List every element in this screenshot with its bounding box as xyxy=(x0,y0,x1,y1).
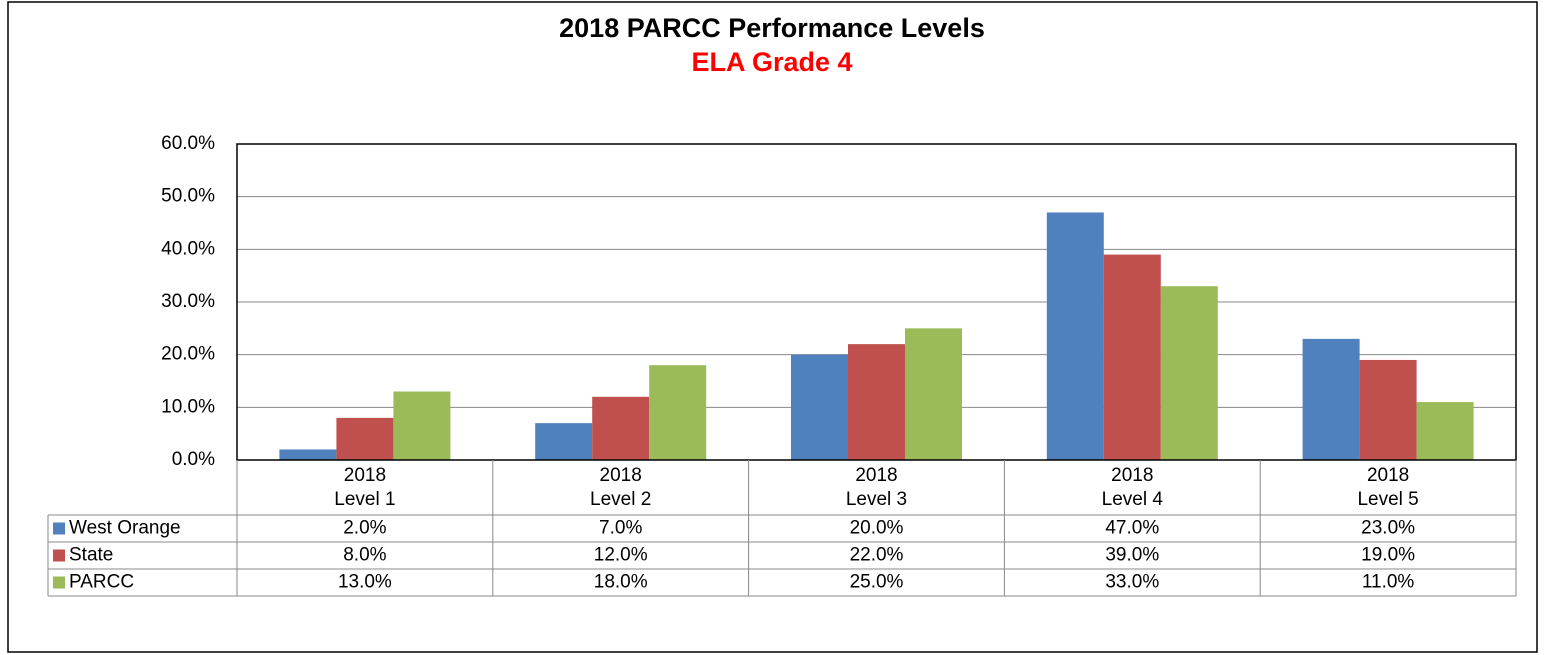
bar xyxy=(1103,254,1161,460)
bar xyxy=(848,344,905,460)
table-value: 13.0% xyxy=(338,572,392,593)
bar xyxy=(905,328,962,460)
y-tick-label: 10.0% xyxy=(161,396,215,417)
x-tick-label: 2018 xyxy=(344,465,386,486)
legend-swatch xyxy=(53,522,65,535)
bar xyxy=(791,354,848,460)
table-value: 12.0% xyxy=(594,545,648,566)
table-value: 18.0% xyxy=(594,572,648,593)
bar xyxy=(1160,286,1218,460)
chart-title: 2018 PARCC Performance Levels xyxy=(559,13,985,43)
bar xyxy=(1046,212,1104,460)
bar xyxy=(336,417,394,460)
x-tick-label: Level 4 xyxy=(1102,489,1164,510)
y-tick-label: 40.0% xyxy=(161,238,215,259)
y-tick-label: 20.0% xyxy=(161,344,215,365)
chart-subtitle: ELA Grade 4 xyxy=(691,47,852,77)
bar xyxy=(1359,359,1417,460)
legend-swatch xyxy=(53,549,65,562)
bar xyxy=(1302,338,1360,460)
y-tick-label: 60.0% xyxy=(161,133,215,154)
legend-label: West Orange xyxy=(69,518,181,539)
bar xyxy=(592,396,650,460)
bar xyxy=(649,365,707,460)
legend-swatch xyxy=(53,576,65,589)
plot-border xyxy=(236,143,1517,461)
bar xyxy=(279,449,337,460)
table-value: 33.0% xyxy=(1105,572,1159,593)
bar xyxy=(393,391,451,460)
x-tick-label: Level 5 xyxy=(1357,489,1418,510)
table-value: 11.0% xyxy=(1362,572,1415,593)
x-tick-label: 2018 xyxy=(855,465,897,486)
bar xyxy=(535,423,593,460)
table-value: 22.0% xyxy=(850,545,904,566)
x-tick-label: 2018 xyxy=(1367,465,1409,486)
table-value: 25.0% xyxy=(850,572,904,593)
bar xyxy=(1416,402,1474,460)
table-value: 20.0% xyxy=(850,518,904,539)
x-tick-label: Level 1 xyxy=(334,489,395,510)
table-value: 23.0% xyxy=(1361,518,1415,539)
table-value: 7.0% xyxy=(599,518,642,539)
table-value: 8.0% xyxy=(343,545,386,566)
x-tick-label: Level 3 xyxy=(846,489,907,510)
x-tick-label: 2018 xyxy=(1111,465,1153,486)
table-value: 19.0% xyxy=(1361,545,1415,566)
table-value: 39.0% xyxy=(1105,545,1159,566)
y-tick-label: 50.0% xyxy=(161,186,215,207)
legend-label: PARCC xyxy=(69,572,134,593)
y-tick-label: 0.0% xyxy=(172,449,215,470)
table-value: 47.0% xyxy=(1105,518,1159,539)
x-tick-label: Level 2 xyxy=(590,489,651,510)
legend-label: State xyxy=(69,545,113,566)
table-value: 2.0% xyxy=(343,518,386,539)
y-tick-label: 30.0% xyxy=(161,291,215,312)
chart-border xyxy=(7,1,1538,653)
x-tick-label: 2018 xyxy=(600,465,642,486)
